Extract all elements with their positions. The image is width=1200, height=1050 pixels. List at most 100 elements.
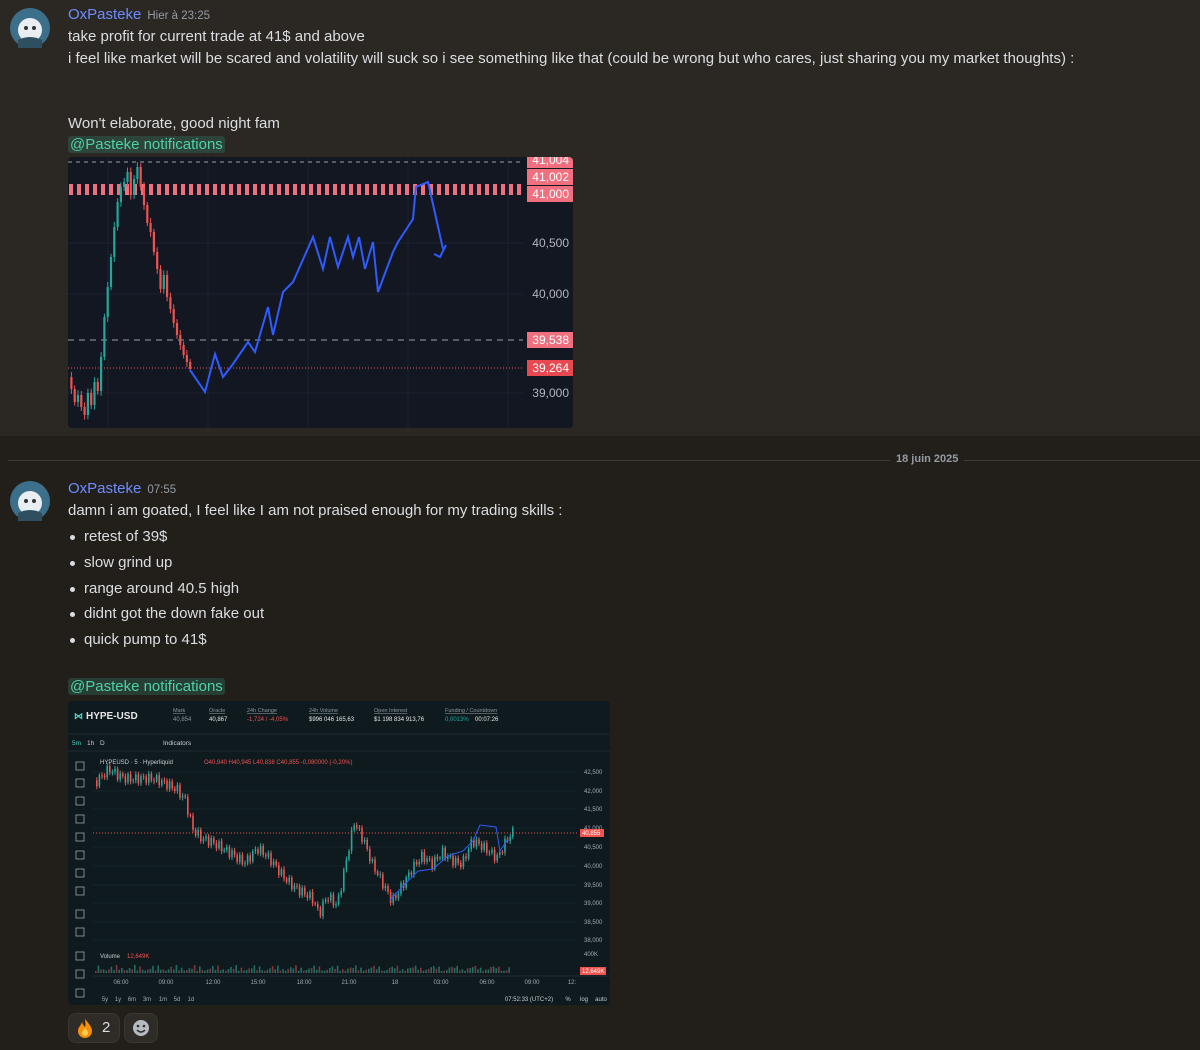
price-badge — [527, 186, 573, 202]
avatar[interactable] — [10, 481, 50, 521]
candle-body — [322, 901, 324, 917]
reaction[interactable]: 2 — [68, 1013, 120, 1043]
range-button[interactable]: 1d — [188, 997, 195, 1003]
volume-axis-label: 400K — [584, 952, 598, 958]
candle-body — [444, 847, 446, 859]
candle-body — [83, 407, 86, 415]
volume-bar — [331, 966, 334, 973]
scale-option: log — [580, 997, 588, 1003]
tool-icon — [75, 868, 85, 878]
author[interactable]: OxPasteke — [68, 480, 142, 497]
candle-body — [192, 815, 194, 830]
candle-body — [467, 849, 470, 859]
stat-value: $1 198 834 913,76 — [374, 717, 425, 723]
target-zone — [181, 184, 185, 195]
stat-value: -1,724 / -4,05% — [247, 717, 289, 723]
range-button[interactable]: 5y — [102, 997, 108, 1003]
stat-value: $996 046 165,63 — [309, 717, 355, 723]
volume-bar — [492, 966, 495, 973]
candle-body — [73, 389, 76, 402]
author[interactable]: OxPasteke — [68, 6, 142, 23]
message-header: OxPasteke 07:55 — [68, 480, 176, 498]
target-zone — [189, 184, 193, 195]
stat-countdown: 00:07:26 — [475, 717, 499, 723]
message-line: i feel like market will be scared and vo… — [68, 50, 1075, 67]
target-zone — [517, 184, 521, 195]
volume-bar — [360, 967, 362, 973]
chart-image[interactable]: ⋈ HYPE-USD Mark 40,854 Oracle 40,867 24h Chang… — [68, 701, 610, 1005]
volume-bar — [381, 970, 383, 973]
mention-wrap: @Pasteke notifications — [68, 135, 225, 155]
candle-body — [184, 795, 186, 797]
candle-body — [397, 893, 400, 899]
candle-body — [187, 796, 189, 815]
symbol: HYPE-USD — [86, 711, 138, 722]
chart-image[interactable]: 41,004 41,002 41,000 40,500 40,000 39,538 39,2… — [68, 157, 573, 428]
role-mention[interactable]: @Pasteke notifications — [68, 136, 225, 153]
target-zone — [69, 184, 73, 195]
candle-body — [340, 890, 342, 895]
candle-body — [179, 784, 181, 798]
volume-bar — [357, 970, 360, 973]
target-zone — [229, 184, 233, 195]
volume-bar — [219, 970, 222, 973]
candle-body — [161, 780, 163, 786]
volume-bar — [456, 965, 458, 973]
stat-label: 24h Change — [247, 708, 277, 714]
candle-body — [166, 780, 168, 790]
volume-bar — [479, 967, 482, 973]
volume-bar — [430, 967, 432, 973]
candle-body — [291, 877, 293, 890]
range-button[interactable]: 3m — [143, 997, 151, 1003]
candle-body — [109, 257, 113, 287]
candle-body — [324, 899, 327, 902]
range-button[interactable]: 6m — [128, 997, 136, 1003]
volume-bar — [108, 969, 110, 973]
volume-bar — [227, 969, 230, 973]
candle-body — [478, 839, 480, 844]
volume-bar — [191, 968, 193, 973]
price-label: 41,004 — [532, 157, 569, 167]
time-label: 06:00 — [113, 980, 129, 986]
target-zone — [333, 184, 337, 195]
stat-label: 24h Volume — [309, 708, 338, 714]
tool-icon — [75, 850, 85, 860]
candle-body — [172, 309, 175, 323]
volume-bar — [503, 970, 505, 973]
volume-bar — [102, 969, 105, 973]
legend-title: HYPEUSD · 5 · Hyperliquid — [100, 760, 173, 766]
range-button[interactable]: 1m — [159, 997, 167, 1003]
volume-bar — [149, 969, 152, 973]
candle-body — [150, 773, 153, 781]
role-mention[interactable]: @Pasteke notifications — [68, 678, 225, 695]
volume-bar — [115, 965, 118, 973]
volume-bar — [225, 970, 227, 973]
price-badge — [527, 169, 573, 185]
target-zone — [157, 184, 161, 195]
volume-bar — [370, 967, 373, 973]
avatar[interactable] — [10, 8, 50, 48]
volume-bar — [334, 968, 336, 973]
range-button[interactable]: 5d — [174, 997, 181, 1003]
bullet: didnt got the down fake out — [69, 605, 265, 622]
volume-bar — [284, 970, 287, 973]
volume-bar — [97, 965, 100, 973]
candle-body — [431, 858, 433, 869]
volume-bar — [375, 969, 378, 973]
candle-body — [285, 878, 288, 883]
volume-bar — [100, 969, 102, 973]
add-reaction[interactable] — [124, 1013, 158, 1043]
candle-body — [162, 275, 165, 289]
volume-bar — [300, 967, 302, 973]
volume-bar — [139, 966, 141, 973]
drawn-line — [389, 824, 509, 901]
range-button[interactable]: 1y — [115, 997, 121, 1003]
candle-body — [366, 839, 368, 849]
candle-body — [93, 382, 96, 405]
candle-body — [491, 849, 493, 853]
target-zone — [213, 184, 217, 195]
stat-value: 40,867 — [209, 717, 228, 723]
candle-body — [129, 172, 132, 195]
time-label: 18:00 — [296, 980, 312, 986]
volume-bar — [147, 969, 149, 973]
